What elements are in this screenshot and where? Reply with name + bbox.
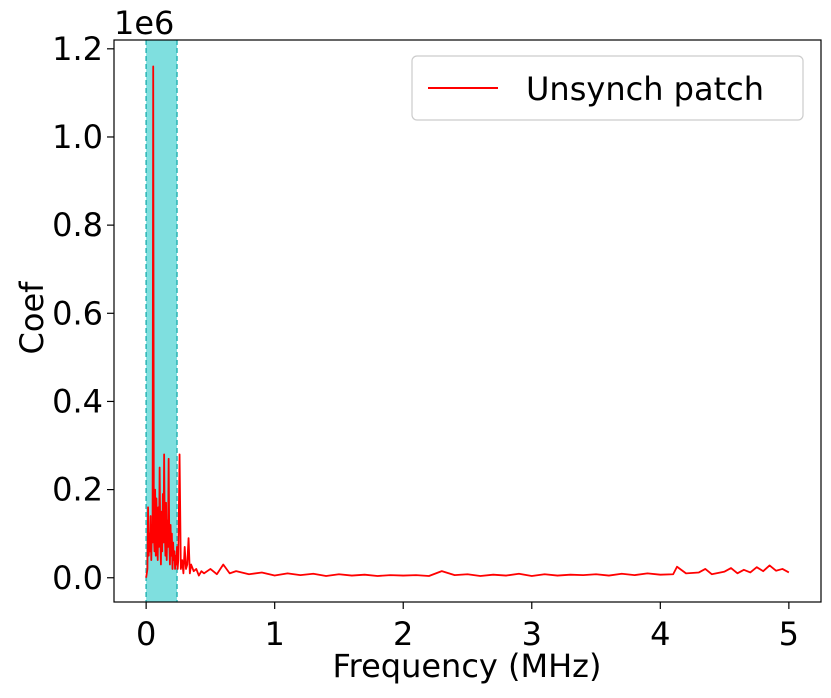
plot-frame [113, 39, 822, 603]
y-tick-label: 0.6 [52, 294, 103, 332]
x-tick-label: 1 [265, 615, 285, 653]
tick-layer: 0 1 2 3 4 5 0.0 0.2 0.4 0.6 0.8 1.0 1.2 [52, 30, 799, 653]
y-tick-label: 1.0 [52, 118, 103, 156]
legend-label-unsynch-patch: Unsynch patch [526, 70, 764, 108]
x-tick-label: 4 [650, 615, 670, 653]
y-axis-label: Coef [13, 281, 51, 355]
y-tick-label: 0.4 [52, 382, 103, 420]
y-tick-label: 0.2 [52, 471, 103, 509]
shaded-frequency-band [146, 40, 177, 602]
axes-layer [113, 39, 822, 603]
series-line-0 [145, 65, 790, 578]
x-tick-label: 3 [522, 615, 542, 653]
series-layer [145, 65, 790, 578]
x-tick-label: 2 [393, 615, 413, 653]
y-tick-label: 0.0 [52, 559, 103, 597]
x-tick-label: 5 [779, 615, 799, 653]
x-tick-label: 0 [136, 615, 156, 653]
shaded-band-layer [145, 40, 178, 602]
y-tick-label: 0.8 [52, 206, 103, 244]
legend-frame [411, 55, 804, 121]
legend: Unsynch patch [411, 55, 804, 121]
y-tick-label: 1.2 [52, 30, 103, 68]
x-axis-label: Frequency (MHz) [333, 647, 602, 685]
y-offset-label: 1e6 [114, 4, 174, 42]
